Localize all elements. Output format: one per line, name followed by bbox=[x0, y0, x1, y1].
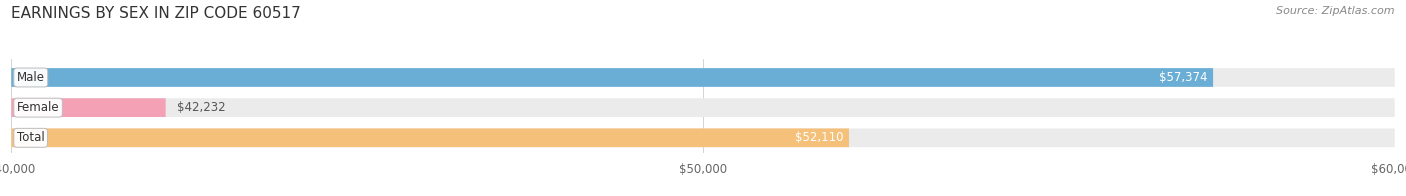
Text: Male: Male bbox=[17, 71, 45, 84]
Text: $57,374: $57,374 bbox=[1159, 71, 1208, 84]
Text: Source: ZipAtlas.com: Source: ZipAtlas.com bbox=[1277, 6, 1395, 16]
Text: Female: Female bbox=[17, 101, 59, 114]
FancyBboxPatch shape bbox=[11, 98, 1395, 117]
FancyBboxPatch shape bbox=[11, 68, 1213, 87]
FancyBboxPatch shape bbox=[11, 98, 166, 117]
Text: EARNINGS BY SEX IN ZIP CODE 60517: EARNINGS BY SEX IN ZIP CODE 60517 bbox=[11, 6, 301, 21]
FancyBboxPatch shape bbox=[11, 128, 1395, 147]
Text: $42,232: $42,232 bbox=[177, 101, 225, 114]
FancyBboxPatch shape bbox=[11, 128, 849, 147]
Text: $52,110: $52,110 bbox=[794, 131, 844, 144]
Text: Total: Total bbox=[17, 131, 45, 144]
FancyBboxPatch shape bbox=[11, 68, 1395, 87]
